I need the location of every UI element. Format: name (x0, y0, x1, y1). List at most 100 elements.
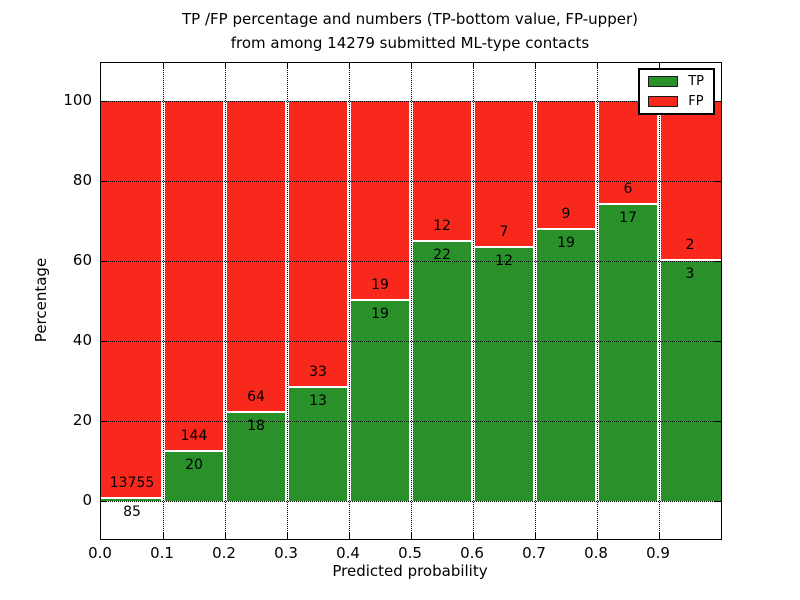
y-tick-mark (101, 341, 107, 342)
y-tick-label: 100 (63, 91, 92, 109)
horizontal-gridline (101, 181, 721, 182)
horizontal-gridline (101, 341, 721, 342)
y-tick-mark (101, 421, 107, 422)
bar-tp-count-label: 85 (123, 503, 141, 520)
bar-tp-count-label: 3 (685, 266, 695, 282)
bar-tp-count-label: 20 (185, 457, 203, 474)
bar-fp-segment (475, 101, 533, 247)
x-tick-mark (349, 63, 350, 69)
x-tick-label: 0.8 (584, 544, 608, 562)
bar-tp-segment (227, 413, 285, 501)
bar-tp-segment (165, 452, 223, 501)
bar-tp-segment (537, 229, 595, 501)
y-tick-label: 20 (72, 411, 92, 429)
bar-tp-count-label: 18 (247, 418, 265, 435)
legend-entry-fp: FP (648, 95, 704, 108)
y-tick-mark (715, 421, 721, 422)
x-tick-mark (287, 63, 288, 69)
chart-title: TP /FP percentage and numbers (TP-bottom… (100, 7, 720, 55)
bar-tp-count-label: 19 (371, 306, 389, 322)
x-tick-mark (659, 533, 660, 539)
horizontal-gridline (101, 101, 721, 102)
bar-tp-count-label: 13 (309, 392, 327, 409)
x-tick-label: 0.6 (460, 544, 484, 562)
x-tick-label: 0.7 (522, 544, 546, 562)
fp-color-swatch (648, 96, 679, 107)
bar-fp-count-label: 13755 (109, 474, 155, 491)
x-tick-label: 0.1 (150, 544, 174, 562)
x-tick-mark (597, 533, 598, 539)
bar-tp-segment (289, 387, 347, 501)
chart-title-line1: TP /FP percentage and numbers (TP-bottom… (182, 10, 638, 28)
tp-color-swatch (648, 76, 679, 87)
y-tick-mark (715, 181, 721, 182)
bar-fp-segment (227, 101, 285, 412)
x-tick-mark (163, 533, 164, 539)
vertical-gridline (473, 63, 474, 539)
x-tick-mark (411, 63, 412, 69)
vertical-gridline (287, 63, 288, 539)
bar-fp-segment (351, 101, 409, 299)
vertical-gridline (163, 63, 164, 539)
bar-tp-segment (351, 301, 409, 501)
x-tick-mark (473, 533, 474, 539)
bar-tp-segment (599, 205, 657, 501)
bar-tp-segment (475, 248, 533, 501)
bar-fp-count-label: 19 (371, 277, 389, 293)
bar-tp-count-label: 12 (495, 253, 513, 270)
x-tick-mark (163, 63, 164, 69)
bar-fp-count-label: 12 (433, 218, 451, 235)
bar-fp-segment (289, 101, 347, 386)
bar-fp-segment (101, 101, 161, 497)
x-tick-label: 0.5 (398, 544, 422, 562)
x-tick-mark (225, 63, 226, 69)
bar-fp-count-label: 64 (247, 389, 265, 406)
plot-area: TP FP 13755 85 144 20 64 18 33 13 19 19 12 22 7 12 9 19… (100, 62, 722, 540)
bar-fp-segment (661, 101, 721, 259)
x-tick-mark (535, 533, 536, 539)
x-tick-mark (411, 533, 412, 539)
vertical-gridline (411, 63, 412, 539)
vertical-gridline (225, 63, 226, 539)
bar-fp-segment (599, 101, 657, 204)
bar-fp-count-label: 9 (561, 205, 571, 222)
y-tick-mark (101, 181, 107, 182)
bar-tp-count-label: 22 (433, 247, 451, 264)
x-tick-mark (535, 63, 536, 69)
bar-tp-count-label: 17 (619, 210, 637, 227)
horizontal-gridline (101, 501, 721, 502)
x-tick-mark (597, 63, 598, 69)
y-tick-mark (715, 101, 721, 102)
legend-entry-tp: TP (648, 75, 704, 88)
y-tick-mark (715, 341, 721, 342)
bar-fp-count-label: 144 (180, 428, 208, 445)
x-tick-label: 0.3 (274, 544, 298, 562)
bar-fp-segment (165, 101, 223, 451)
y-tick-mark (101, 501, 107, 502)
x-axis-label: Predicted probability (332, 562, 488, 580)
vertical-gridline (597, 63, 598, 539)
bar-fp-count-label: 7 (499, 224, 509, 241)
y-tick-mark (715, 501, 721, 502)
legend-label-fp: FP (688, 94, 704, 109)
x-tick-mark (225, 533, 226, 539)
y-tick-label: 60 (72, 251, 92, 269)
y-tick-label: 40 (72, 331, 92, 349)
bar-fp-segment (413, 101, 471, 241)
bar-tp-segment (413, 242, 471, 501)
x-tick-mark (349, 533, 350, 539)
bar-fp-count-label: 33 (309, 363, 327, 380)
x-tick-label: 0.9 (646, 544, 670, 562)
legend-label-tp: TP (688, 74, 704, 89)
y-axis-label: Percentage (32, 257, 50, 343)
bar-tp-count-label: 19 (557, 234, 575, 251)
horizontal-gridline (101, 421, 721, 422)
x-tick-label: 0.0 (88, 544, 112, 562)
vertical-gridline (659, 63, 660, 539)
bar-fp-count-label: 2 (685, 237, 695, 253)
x-tick-label: 0.4 (336, 544, 360, 562)
x-tick-mark (473, 63, 474, 69)
bar-fp-segment (537, 101, 595, 228)
bar-tp-segment (661, 261, 721, 501)
